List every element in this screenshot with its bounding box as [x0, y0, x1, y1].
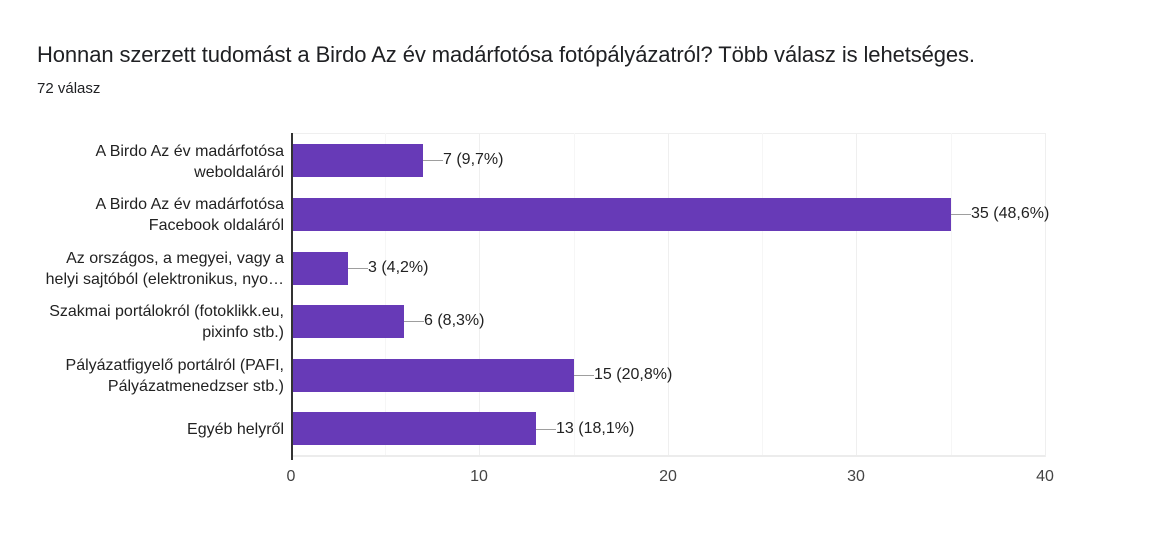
bar[interactable]	[292, 305, 404, 338]
category-label: A Birdo Az év madárfotósa weboldaláról	[95, 141, 284, 183]
bar[interactable]	[292, 144, 423, 177]
x-tick-label: 20	[659, 468, 677, 485]
category-label-line: Szakmai portálokról (fotoklikk.eu,	[49, 303, 284, 320]
leader-line	[951, 214, 971, 215]
category-label-line: weboldaláról	[194, 164, 284, 181]
category-label-line: Facebook oldaláról	[148, 217, 284, 234]
plot-border-bottom	[291, 455, 1045, 457]
category-label: Egyéb helyről	[187, 419, 284, 440]
category-label-line: helyi sajtóból (elektronikus, nyo…	[45, 271, 284, 288]
category-label: A Birdo Az év madárfotósa Facebook oldal…	[95, 194, 284, 236]
leader-line	[348, 268, 368, 269]
value-label: 6 (8,3%)	[424, 312, 485, 329]
category-label: Az országos, a megyei, vagy a helyi sajt…	[46, 248, 284, 290]
bar[interactable]	[292, 252, 348, 285]
category-label-line: A Birdo Az év madárfotósa	[95, 196, 284, 213]
leader-line	[404, 321, 424, 322]
gridline	[668, 133, 669, 457]
gridline	[762, 133, 763, 457]
bar[interactable]	[292, 198, 951, 231]
category-label: Szakmai portálokról (fotoklikk.eu, pixin…	[49, 301, 284, 343]
gridline	[1045, 133, 1046, 457]
leader-line	[574, 375, 594, 376]
response-count: 72 válasz	[37, 80, 101, 97]
category-label-line: Pályázatmenedzser stb.)	[107, 378, 284, 395]
x-tick-label: 0	[286, 468, 296, 485]
leader-line	[423, 160, 443, 161]
y-axis-line	[291, 133, 293, 460]
gridline	[856, 133, 857, 457]
plot-area: 7 (9,7%) 35 (48,6%) 3 (4,2%) 6 (8,3%) 15…	[291, 133, 1049, 460]
chart-title: Honnan szerzett tudomást a Birdo Az év m…	[37, 42, 975, 67]
x-tick-label: 40	[1036, 468, 1054, 485]
x-tick-label: 30	[847, 468, 865, 485]
value-label: 7 (9,7%)	[443, 151, 504, 168]
value-label: 3 (4,2%)	[368, 259, 429, 276]
bar[interactable]	[292, 412, 536, 445]
gridline	[385, 133, 386, 457]
x-tick-label: 10	[470, 468, 488, 485]
category-label-line: A Birdo Az év madárfotósa	[95, 143, 284, 160]
category-label-line: Egyéb helyről	[187, 421, 284, 438]
value-label: 13 (18,1%)	[556, 420, 635, 437]
leader-line	[536, 429, 556, 430]
category-label-line: pixinfo stb.)	[202, 324, 284, 341]
gridline	[951, 133, 952, 457]
category-label-line: Pályázatfigyelő portálról (PAFI,	[65, 357, 284, 374]
category-label: Pályázatfigyelő portálról (PAFI, Pályáza…	[66, 355, 284, 397]
bar[interactable]	[292, 359, 574, 392]
value-label: 35 (48,6%)	[971, 205, 1050, 222]
value-label: 15 (20,8%)	[594, 366, 673, 383]
category-label-line: Az országos, a megyei, vagy a	[66, 250, 284, 267]
gridline	[574, 133, 575, 457]
gridline	[479, 133, 480, 457]
